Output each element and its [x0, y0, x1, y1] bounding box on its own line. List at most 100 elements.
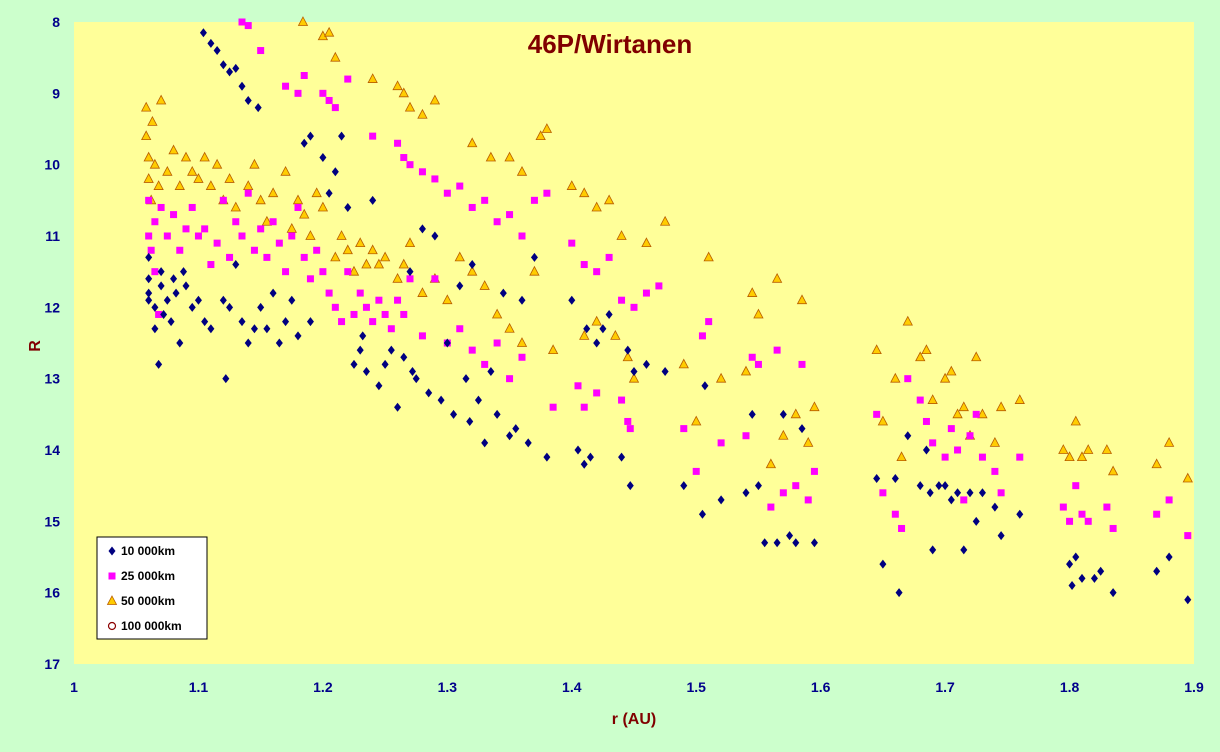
data-point: [605, 309, 613, 319]
data-point: [717, 439, 725, 447]
data-point: [574, 382, 582, 390]
data-point: [356, 289, 364, 297]
data-point: [213, 46, 221, 56]
data-point: [1165, 552, 1173, 562]
data-point: [952, 408, 963, 419]
data-point: [1084, 517, 1092, 525]
data-point: [406, 275, 414, 283]
data-point: [747, 287, 758, 297]
data-point: [742, 488, 750, 498]
data-point: [145, 232, 153, 240]
data-point: [176, 338, 184, 348]
data-point: [518, 353, 526, 361]
y-axis-label: R: [27, 340, 44, 352]
legend-marker: [108, 546, 116, 556]
data-point: [954, 446, 962, 454]
data-point: [244, 22, 252, 30]
y-tick-label: 12: [44, 299, 60, 315]
data-point: [610, 330, 621, 340]
data-point: [205, 180, 217, 190]
data-point: [362, 303, 370, 311]
data-point: [506, 211, 514, 219]
data-point: [325, 289, 333, 297]
data-point: [873, 410, 881, 418]
data-point: [442, 294, 453, 305]
data-point: [877, 415, 889, 426]
data-point: [804, 496, 812, 504]
data-point: [972, 516, 980, 526]
data-point: [641, 237, 652, 248]
data-point: [263, 253, 271, 261]
y-tick-label: 14: [44, 442, 60, 458]
data-point: [1068, 581, 1076, 591]
data-point: [172, 288, 180, 298]
data-point: [1153, 510, 1161, 518]
data-point: [381, 310, 389, 318]
data-point: [1153, 566, 1161, 576]
data-point: [323, 26, 335, 37]
legend-label: 100 000km: [121, 619, 182, 633]
data-point: [456, 325, 464, 333]
data-point: [255, 194, 266, 205]
data-point: [580, 403, 588, 411]
data-point: [493, 339, 501, 347]
data-point: [201, 317, 209, 327]
data-point: [145, 252, 153, 262]
data-point: [549, 403, 557, 411]
data-point: [922, 445, 930, 455]
data-point: [574, 445, 582, 455]
data-point: [418, 224, 426, 234]
data-point: [568, 295, 576, 305]
data-point: [193, 173, 204, 183]
data-point: [418, 332, 426, 340]
data-point: [338, 318, 346, 326]
data-point: [580, 459, 588, 469]
data-point: [966, 432, 974, 440]
data-point: [151, 302, 159, 312]
data-point: [1103, 503, 1111, 511]
data-point: [740, 365, 752, 376]
data-point: [155, 94, 167, 105]
data-point: [157, 203, 165, 211]
data-point: [211, 158, 223, 169]
data-point: [954, 488, 962, 498]
data-point: [659, 215, 671, 226]
data-point: [467, 265, 478, 276]
data-point: [958, 401, 969, 412]
data-point: [626, 481, 634, 491]
data-point: [282, 82, 290, 90]
data-point: [946, 365, 957, 376]
x-tick-label: 1.6: [811, 679, 831, 695]
data-point: [167, 317, 175, 327]
data-point: [194, 232, 202, 240]
data-point: [618, 452, 626, 462]
data-point: [168, 144, 179, 155]
data-point: [145, 196, 153, 204]
data-point: [443, 338, 451, 348]
data-point: [518, 232, 526, 240]
data-point: [524, 438, 532, 448]
data-point: [338, 131, 346, 141]
data-point: [394, 402, 402, 412]
data-point: [149, 158, 161, 169]
data-point: [400, 310, 408, 318]
data-point: [280, 165, 291, 176]
data-point: [257, 302, 265, 312]
data-point: [400, 154, 408, 162]
data-point: [361, 258, 372, 269]
data-point: [798, 360, 806, 368]
data-point: [916, 396, 924, 404]
data-point: [188, 203, 196, 211]
data-point: [481, 438, 489, 448]
data-point: [622, 351, 633, 362]
data-point: [705, 318, 713, 326]
data-point: [226, 253, 234, 261]
data-point: [541, 123, 553, 133]
data-point: [921, 344, 932, 355]
data-point: [599, 324, 607, 334]
data-point: [583, 324, 591, 334]
data-point: [292, 194, 304, 205]
data-point: [294, 203, 302, 211]
data-point: [873, 474, 881, 484]
data-point: [147, 116, 158, 126]
